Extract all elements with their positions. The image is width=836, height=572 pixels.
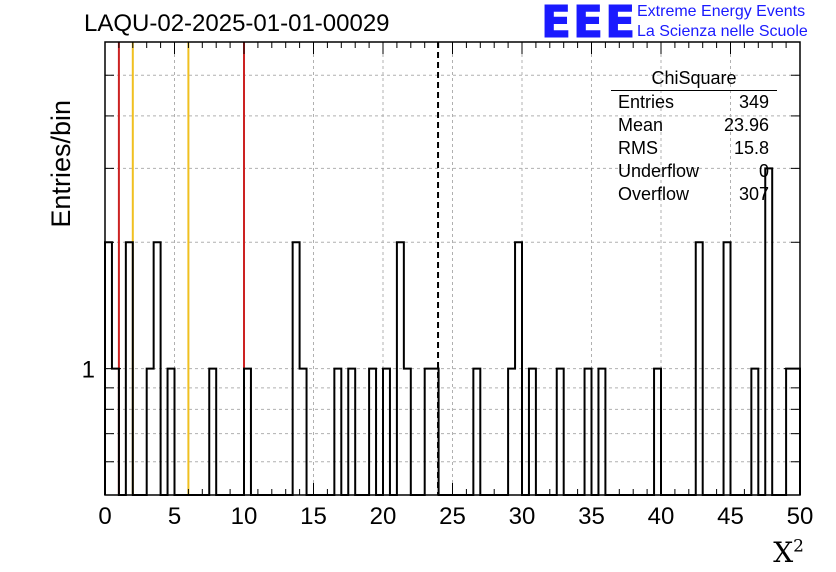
- x-tick-label: 40: [648, 503, 675, 530]
- x-tick-label: 35: [578, 503, 605, 530]
- histogram-bin: [168, 369, 175, 495]
- histogram-bin: [751, 369, 758, 495]
- stats-row-underflow: Underflow 0: [611, 160, 777, 183]
- x-tick-label: 30: [509, 503, 536, 530]
- histogram-bin: [404, 369, 411, 495]
- histogram-bin: [765, 168, 772, 495]
- x-tick-label: 15: [300, 503, 327, 530]
- logo-caption: Extreme Energy Events La Scienza nelle S…: [637, 2, 808, 42]
- stats-label: Mean: [618, 115, 664, 135]
- x-axis-label: X2: [773, 536, 804, 569]
- x-tick-label: 20: [370, 503, 397, 530]
- x-tick-label: 50: [787, 503, 814, 530]
- histogram-bin: [585, 369, 592, 495]
- histogram-bin: [654, 369, 661, 495]
- histogram-bin: [515, 242, 522, 495]
- x-axis-label-superscript: 2: [793, 536, 804, 557]
- x-tick-label: 25: [439, 503, 466, 530]
- x-tick-label: 0: [98, 503, 111, 530]
- histogram-bin: [724, 242, 731, 495]
- stats-value: 349: [738, 92, 769, 112]
- histogram-bin: [397, 242, 404, 495]
- stats-row-mean: Mean 23.96: [611, 114, 777, 137]
- histogram-bin: [154, 242, 161, 495]
- histogram-bin: [696, 242, 703, 495]
- y-axis-label: Entries/bin: [46, 100, 76, 228]
- histogram-bin: [244, 369, 251, 495]
- histogram-bin: [209, 369, 216, 495]
- grid-lines: [105, 42, 800, 495]
- histogram-bin: [147, 369, 154, 495]
- stats-row-rms: RMS 15.8: [611, 137, 777, 160]
- histogram-bin: [425, 369, 432, 495]
- histogram-bin: [126, 242, 133, 495]
- histogram-bin: [348, 369, 355, 495]
- stats-label: Underflow: [618, 161, 700, 181]
- histogram-bin: [300, 369, 307, 495]
- histogram-bin: [529, 369, 536, 495]
- stats-label: RMS: [618, 138, 658, 158]
- logo-line-1: Extreme Energy Events: [637, 3, 806, 20]
- stats-title: ChiSquare: [611, 67, 777, 91]
- stats-label: Overflow: [618, 184, 690, 204]
- logo-line-2: La Scienza nelle Scuole: [637, 23, 808, 40]
- x-tick-label: 10: [231, 503, 258, 530]
- stats-row-entries: Entries 349: [611, 91, 777, 114]
- y-tick-label: 1: [82, 357, 95, 384]
- histogram-bin: [383, 369, 390, 495]
- x-tick-label: 45: [717, 503, 744, 530]
- stats-box: ChiSquare Entries 349 Mean 23.96 RMS 15.8 U…: [611, 67, 777, 206]
- x-tick-label: 5: [168, 503, 181, 530]
- stats-label: Entries: [618, 92, 675, 112]
- histogram-bin: [432, 369, 439, 495]
- stats-value: 15.8: [733, 138, 769, 158]
- stats-value: 307: [738, 184, 769, 204]
- histogram-bin: [508, 369, 515, 495]
- stats-row-overflow: Overflow 307: [611, 183, 777, 206]
- histogram-bin: [369, 369, 376, 495]
- histogram-bin: [598, 369, 605, 495]
- histogram-bin: [557, 369, 564, 495]
- stats-value: 0: [758, 161, 769, 181]
- eee-logo: EEE: [540, 0, 638, 48]
- stats-value: 23.96: [723, 115, 769, 135]
- chart-title: LAQU-02-2025-01-01-00029: [84, 10, 390, 37]
- histogram-bin: [334, 369, 341, 495]
- histogram-bin: [293, 242, 300, 495]
- histogram-bin: [473, 369, 480, 495]
- y-axis-label-wrapper: Entries/bin: [8, 100, 76, 228]
- axis-ticks: 0 5 10 15 20 25 30 35 40 45 50 1: [82, 42, 814, 530]
- x-axis-label-text: X: [773, 536, 794, 569]
